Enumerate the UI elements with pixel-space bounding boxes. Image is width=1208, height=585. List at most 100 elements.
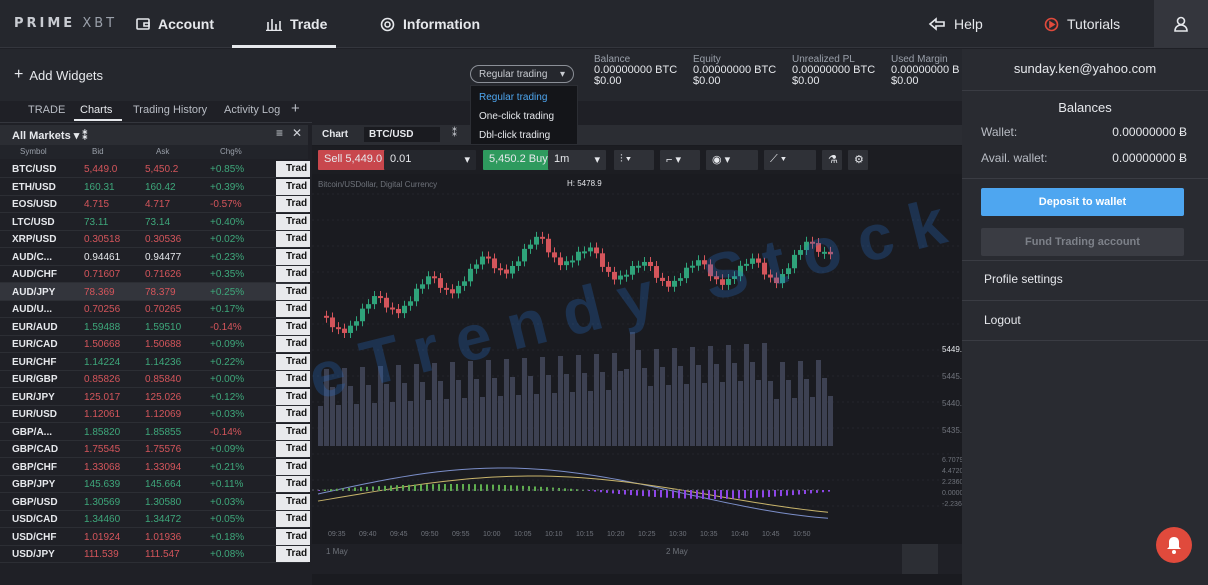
watchlist-row[interactable]: GBP/JPY 145.639 145.664 +0.11% Trad [0,475,310,493]
draw-line-icon[interactable]: ⟋ ▾ [764,150,816,170]
histogram-bar [696,490,698,499]
histogram-bar [450,484,452,491]
watchlist-row[interactable]: BTC/USD 5,449.0 5,450.2 +0.85% Trad [0,160,310,178]
trade-button[interactable]: Trad [276,458,310,475]
watchlist-row[interactable]: AUD/U... 0.70256 0.70265 +0.17% Trad [0,300,310,318]
watchlist-row[interactable]: AUD/JPY 78.369 78.379 +0.25% Trad [0,282,310,301]
add-widgets-button[interactable]: + Add Widgets [14,66,103,84]
volume-bar [582,373,587,446]
trade-button[interactable]: Trad [276,266,310,282]
add-tab-button[interactable]: + [291,100,300,117]
watchlist-row[interactable]: EUR/CHF 1.14224 1.14236 +0.22% Trad [0,353,310,371]
trade-button[interactable]: Trad [276,283,310,300]
logo[interactable]: PRIME XBT [14,16,118,31]
trade-button[interactable]: Trad [276,371,310,387]
trading-mode-select[interactable]: Regular trading ▾ [470,65,574,83]
tab-trade[interactable]: TRADE [28,104,66,116]
trade-button[interactable]: Trad [276,476,310,492]
trade-button[interactable]: Trad [276,511,310,527]
trade-button[interactable]: Trad [276,301,310,317]
trade-button[interactable]: Trad [276,441,310,457]
watchlist-row[interactable]: ETH/USD 160.31 160.42 +0.39% Trad [0,178,310,196]
trade-button[interactable]: Trad [276,196,310,212]
flask-icon[interactable]: ⚗ [822,150,842,170]
top-navigation [0,0,1208,48]
chart-type-icon[interactable]: ⫶ ▾ [614,150,654,170]
watchlist-columns: Symbol Bid Ask Chg% [0,145,308,159]
compare-icon[interactable]: ⁑ [452,128,457,139]
nav-tutorials[interactable]: Tutorials [1044,0,1120,48]
settings-icon[interactable]: ⚙ [848,150,868,170]
watchlist-row[interactable]: GBP/CAD 1.75545 1.75576 +0.09% Trad [0,440,310,458]
trade-button[interactable]: Trad [276,493,310,510]
watchlist-row[interactable]: USD/JPY 111.539 111.547 +0.08% Trad [0,545,310,563]
option-dbl-click-trading[interactable]: Dbl-click trading [479,130,551,141]
watchlist-row[interactable]: USD/CHF 1.01924 1.01936 +0.18% Trad [0,528,310,546]
trade-button[interactable]: Trad [276,231,310,247]
fund-trading-account-button[interactable]: Fund Trading account [981,228,1184,256]
histogram-bar [540,486,542,491]
watchlist-row[interactable]: AUD/CHF 0.71607 0.71626 +0.35% Trad [0,265,310,283]
candle [528,244,533,249]
nav-help[interactable]: Help [928,0,983,48]
tab-trading-history[interactable]: Trading History [133,104,208,116]
trade-button[interactable]: Trad [276,336,310,352]
candle [642,261,647,266]
watchlist-row[interactable]: AUD/C... 0.94461 0.94477 +0.23% Trad [0,248,310,266]
watchlist-row[interactable]: USD/CAD 1.34460 1.34472 +0.05% Trad [0,510,310,528]
high-label: H: 5478.9 [567,179,602,188]
trade-button[interactable]: Trad [276,353,310,370]
watchlist-row[interactable]: GBP/A... 1.85820 1.85855 -0.14% Trad [0,423,310,441]
profile-settings-link[interactable]: Profile settings [984,272,1063,286]
menu-icon[interactable]: ≡ [276,126,284,140]
watchlist-row[interactable]: EOS/USD 4.715 4.717 -0.57% Trad [0,195,310,213]
watchlist-row[interactable]: LTC/USD 73.11 73.14 +0.40% Trad [0,213,310,231]
trade-button[interactable]: Trad [276,423,310,440]
notification-bell-button[interactable] [1156,527,1192,563]
close-icon[interactable]: ✕ [292,126,303,140]
buy-button[interactable]: 5,450.2 Buy [483,150,554,170]
watchlist-row[interactable]: EUR/AUD 1.59488 1.59510 -0.14% Trad [0,318,310,336]
candle [648,261,653,267]
market-filter-select[interactable]: All Markets ▾ ⁑ [12,130,88,142]
wallet-icon [136,18,150,30]
deposit-button[interactable]: Deposit to wallet [981,188,1184,216]
sell-button[interactable]: Sell 5,449.0 [318,150,389,170]
tab-activity-log[interactable]: Activity Log [224,104,281,116]
histogram-bar [798,490,800,495]
watchlist-row[interactable]: EUR/GBP 0.85826 0.85840 +0.00% Trad [0,370,310,388]
interval-select[interactable]: 1m ▾ [548,150,606,170]
trade-button[interactable]: Trad [276,178,310,195]
logout-link[interactable]: Logout [984,313,1021,327]
watchlist-row[interactable]: GBP/CHF 1.33068 1.33094 +0.21% Trad [0,458,310,476]
trade-button[interactable]: Trad [276,406,310,422]
trade-button[interactable]: Trad [276,388,310,405]
watchlist-row[interactable]: EUR/CAD 1.50668 1.50688 +0.09% Trad [0,335,310,353]
nav-information[interactable]: Information [380,0,480,48]
trade-button[interactable]: Trad [276,213,310,230]
tab-charts[interactable]: Charts [80,104,113,116]
clock-icon[interactable]: ◉ ▾ [706,150,758,170]
watchlist-row[interactable]: GBP/USD 1.30569 1.30580 +0.03% Trad [0,493,310,511]
volume-bar [738,381,743,446]
nav-trade[interactable]: Trade [266,0,327,48]
user-menu-button[interactable] [1154,0,1208,48]
nav-account[interactable]: Account [136,0,214,48]
quantity-input[interactable]: 0.01 ▾ [384,150,476,170]
option-regular-trading[interactable]: Regular trading [479,92,548,103]
watchlist-row[interactable]: EUR/JPY 125.017 125.026 +0.12% Trad [0,388,310,406]
trade-button[interactable]: Trad [276,528,310,545]
trade-button[interactable]: Trad [276,318,310,335]
trade-button[interactable]: Trad [276,248,310,265]
option-one-click-trading[interactable]: One-click trading [479,111,555,122]
candle [378,296,383,299]
chart-symbol-input[interactable]: BTC/USD [364,127,440,142]
trade-button[interactable]: Trad [276,161,310,177]
watchlist-row[interactable]: XRP/USD 0.30518 0.30536 +0.02% Trad [0,230,310,248]
oscillator-tick-label: 0.0000 [942,490,962,497]
trade-button[interactable]: Trad [276,546,310,562]
row-change: +0.23% [210,251,245,263]
indicators-icon[interactable]: ⌐ ▾ [660,150,700,170]
watchlist-row[interactable]: EUR/USD 1.12061 1.12069 +0.03% Trad [0,405,310,423]
volume-bar [432,363,437,446]
